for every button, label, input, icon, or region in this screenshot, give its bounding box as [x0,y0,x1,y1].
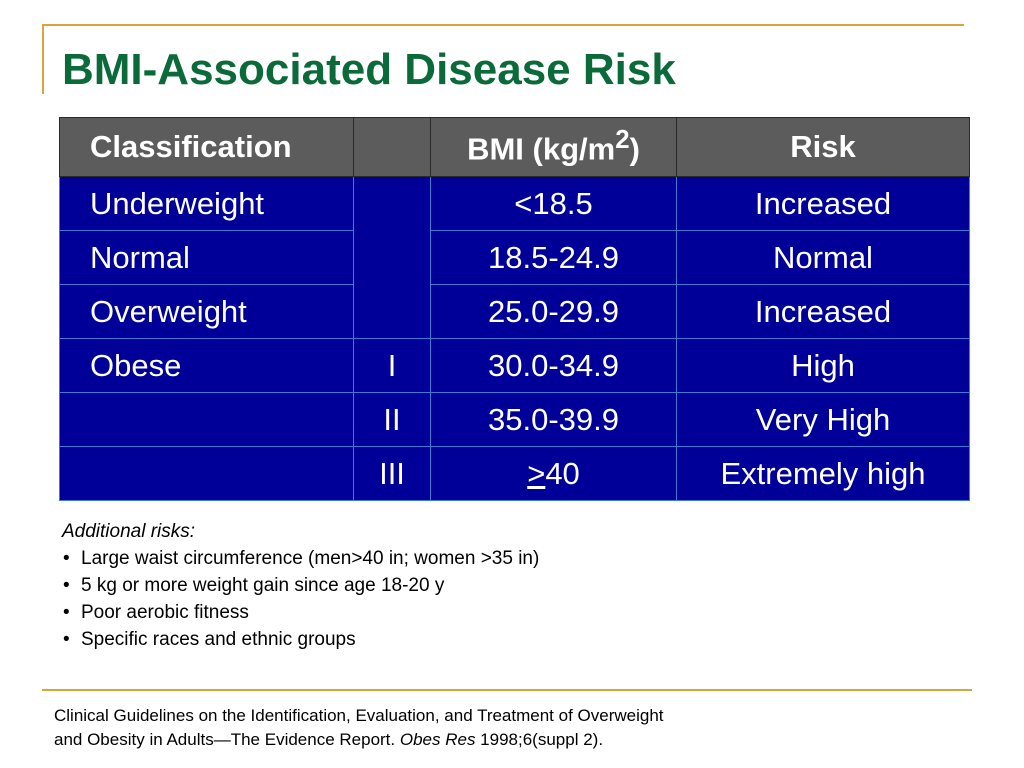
citation: Clinical Guidelines on the Identificatio… [54,704,814,752]
cell-bmi: <18.5 [430,176,677,231]
bmi-risk-table: Classification BMI (kg/m2) Risk Underwei… [59,117,970,501]
cell-class: II [353,392,431,447]
slide-title: BMI-Associated Disease Risk [62,45,676,94]
cell-class: III [353,446,431,501]
table-row: II 35.0-39.9 Very High [59,392,970,447]
frame-top-rule [42,24,964,26]
cell-bmi: 35.0-39.9 [430,392,677,447]
cell-bmi: 30.0-34.9 [430,338,677,393]
cell-risk: Very High [676,392,970,447]
header-bmi-suffix: ) [629,131,640,167]
cell-class [353,176,431,339]
citation-line-2-suffix: 1998;6(suppl 2). [475,730,604,749]
table-header-row: Classification BMI (kg/m2) Risk [59,117,970,177]
table-row: Overweight 25.0-29.9 Increased [59,284,970,339]
cell-classification: Normal [59,230,354,285]
table-row: Obese I 30.0-34.9 High [59,338,970,393]
cell-classification: Overweight [59,284,354,339]
table-row: Underweight <18.5 Increased [59,176,970,339]
cell-classification [59,446,354,501]
cell-risk: Increased [676,284,970,339]
frame-left-rule [42,24,44,94]
header-class [353,117,431,177]
header-risk: Risk [676,117,970,177]
citation-line-2-prefix: and Obesity in Adults—The Evidence Repor… [54,730,400,749]
list-item: 5 kg or more weight gain since age 18-20… [62,572,762,599]
cell-class: I [353,338,431,393]
additional-risks-list: Large waist circumference (men>40 in; wo… [62,545,762,653]
header-classification: Classification [59,117,354,177]
footer-rule [42,689,972,691]
citation-journal: Obes Res [399,730,476,749]
header-bmi-prefix: BMI (kg/m [467,131,616,167]
cell-risk: High [676,338,970,393]
cell-risk: Increased [676,176,970,231]
cell-bmi: 18.5-24.9 [430,230,677,285]
list-item: Poor aerobic fitness [62,599,762,626]
cell-classification: Underweight [59,176,354,231]
citation-line-1: Clinical Guidelines on the Identificatio… [54,706,664,725]
cell-bmi-gte-symbol: > [527,455,546,491]
table-row: Normal 18.5-24.9 Normal [59,230,970,285]
additional-risks: Additional risks: Large waist circumfere… [62,518,762,653]
header-bmi: BMI (kg/m2) [430,117,677,177]
cell-bmi: 25.0-29.9 [430,284,677,339]
citation-line-2: and Obesity in Adults—The Evidence Repor… [54,728,814,752]
cell-classification: Obese [59,338,354,393]
list-item: Specific races and ethnic groups [62,626,762,653]
cell-classification [59,392,354,447]
cell-bmi-value: 40 [545,455,580,491]
additional-risks-heading: Additional risks: [62,521,196,542]
cell-risk: Extremely high [676,446,970,501]
table-row: III >40 Extremely high [59,446,970,501]
header-bmi-superscript: 2 [615,126,630,155]
cell-risk: Normal [676,230,970,285]
list-item: Large waist circumference (men>40 in; wo… [62,545,762,572]
cell-bmi: >40 [430,446,677,501]
